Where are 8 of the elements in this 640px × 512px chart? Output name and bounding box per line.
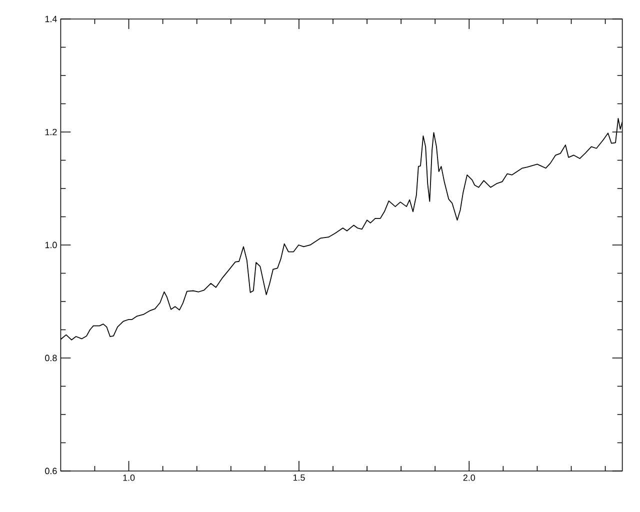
y-tick-label: 1.0 <box>45 242 57 248</box>
y-tick-label: 0.6 <box>45 468 57 474</box>
y-tick-label: 0.8 <box>45 354 57 362</box>
x-tick-label: 2.0 <box>463 474 476 481</box>
y-tick-label: 1.4 <box>45 16 57 22</box>
y-tick-label: 1.2 <box>45 128 57 136</box>
x-tick-label: 1.5 <box>293 474 305 481</box>
x-tick-label: 1.0 <box>123 474 135 481</box>
